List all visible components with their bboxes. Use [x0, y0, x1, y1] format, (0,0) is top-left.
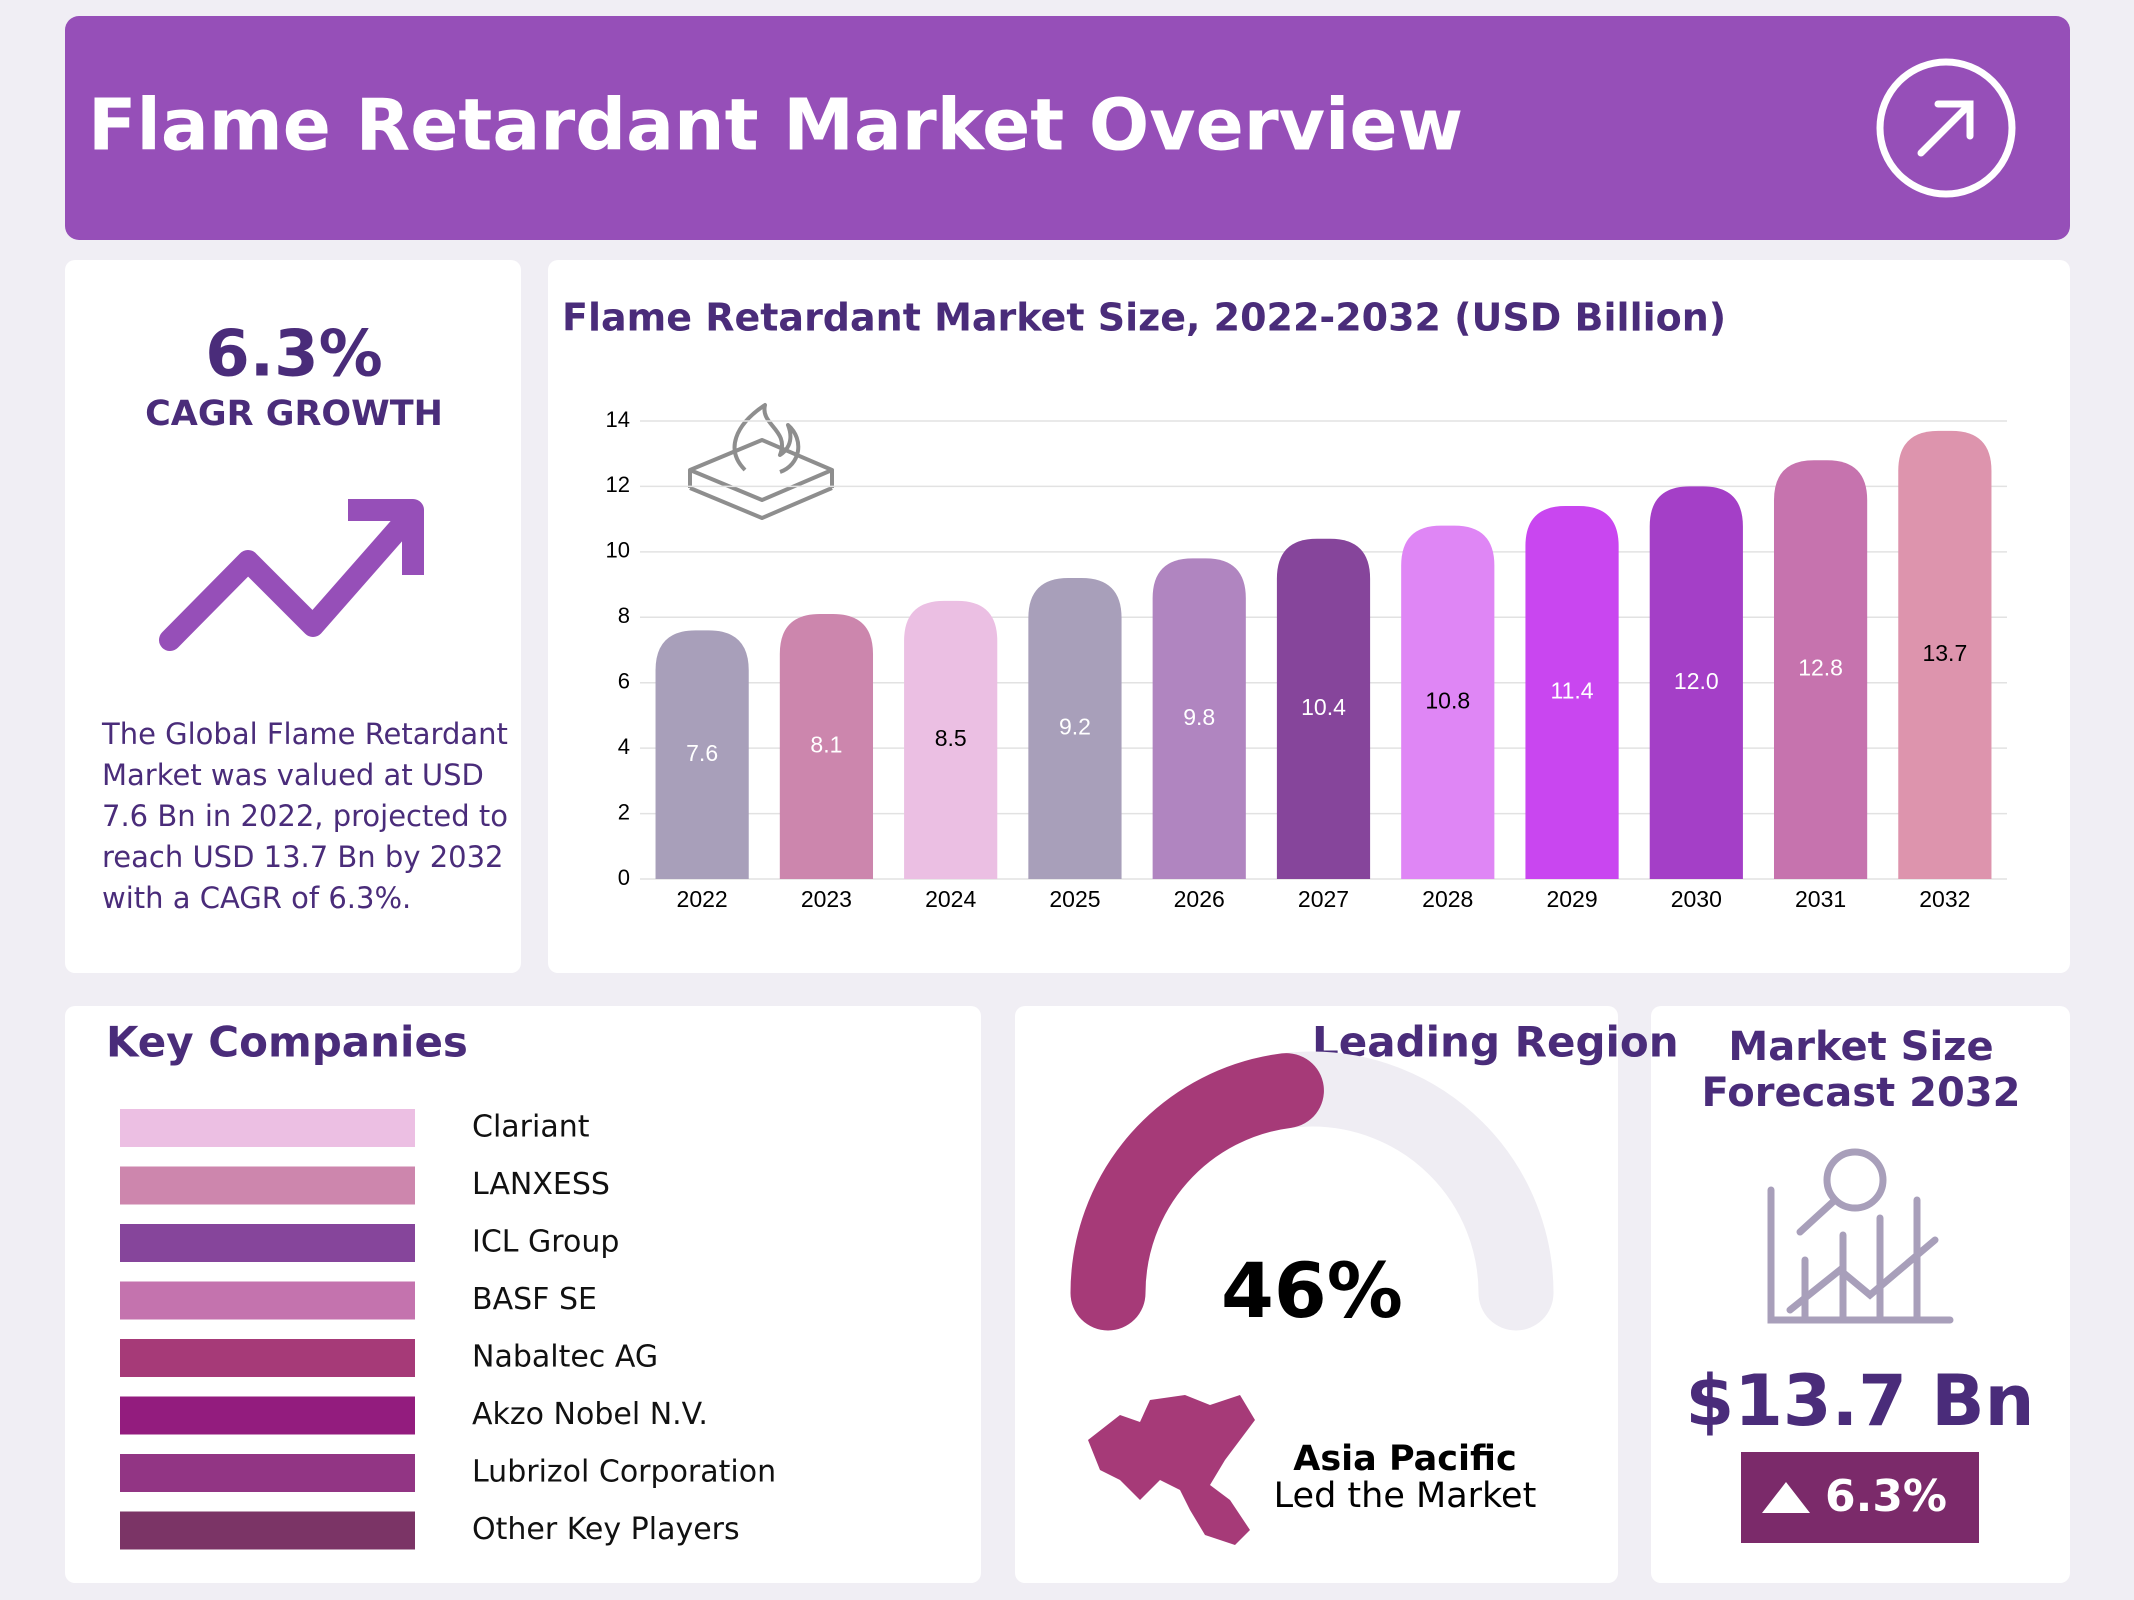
- bar: [1898, 430, 1992, 879]
- bar: [1649, 486, 1743, 879]
- value-label: 7.6: [686, 740, 718, 766]
- cagr-label: CAGR GROWTH: [145, 394, 443, 434]
- company-name: Akzo Nobel N.V.: [472, 1397, 708, 1432]
- bar: [1152, 558, 1246, 879]
- bar: [904, 600, 998, 879]
- value-label: 13.7: [1922, 640, 1967, 666]
- growth-arrow: [1762, 1482, 1810, 1513]
- bar: [1276, 538, 1371, 879]
- forecast-panel: [1651, 1006, 2070, 1583]
- company-name: ICL Group: [472, 1225, 619, 1260]
- region-title: Leading Region: [1312, 1018, 1679, 1067]
- companies-title: Key Companies: [106, 1018, 468, 1067]
- region-map: [1088, 1395, 1255, 1545]
- x-tick-label: 2022: [677, 886, 728, 912]
- x-tick-label: 2023: [801, 886, 852, 912]
- y-tick-label: 12: [606, 472, 630, 497]
- value-label: 10.8: [1425, 687, 1470, 713]
- companies-panel: [65, 1006, 981, 1583]
- company-swatch: [120, 1166, 415, 1205]
- y-tick-label: 6: [618, 669, 630, 694]
- company-swatch: [120, 1396, 415, 1435]
- company-name: Other Key Players: [472, 1512, 740, 1547]
- bar: [655, 630, 749, 879]
- forecast-title: Market Size Forecast 2032: [1701, 1024, 2021, 1116]
- y-tick-label: 8: [618, 603, 630, 628]
- growth-value: 6.3%: [1825, 1471, 1947, 1522]
- flame-icon: [688, 403, 834, 520]
- trend-icon: [159, 499, 424, 651]
- x-tick-label: 2024: [925, 886, 976, 912]
- gauge-value: [1070, 1053, 1324, 1331]
- company-swatch: [120, 1511, 415, 1550]
- header-title: Flame Retardant Market Overview: [88, 84, 1463, 167]
- company-swatch: [120, 1281, 415, 1320]
- x-tick-label: 2028: [1422, 886, 1473, 912]
- value-label: 11.4: [1551, 678, 1594, 704]
- forecast-icon: [1767, 1148, 1954, 1324]
- y-tick-label: 14: [606, 407, 630, 432]
- gauge-label: 46%: [1221, 1246, 1403, 1335]
- x-tick-label: 2029: [1546, 886, 1597, 912]
- x-tick-label: 2025: [1049, 886, 1100, 912]
- cagr-description: The Global Flame Retardant Market was va…: [102, 717, 508, 915]
- value-label: 12.0: [1674, 668, 1719, 694]
- company-name: Lubrizol Corporation: [472, 1455, 776, 1490]
- value-label: 12.8: [1798, 655, 1843, 681]
- y-tick-label: 4: [618, 734, 630, 759]
- y-tick-label: 2: [618, 799, 630, 824]
- cagr-value: 6.3%: [205, 318, 383, 392]
- bar: [779, 614, 874, 879]
- company-name: LANXESS: [472, 1167, 610, 1202]
- value-label: 8.5: [935, 725, 967, 751]
- company-swatch: [120, 1454, 415, 1492]
- company-swatch: [120, 1109, 415, 1147]
- x-tick-label: 2030: [1671, 886, 1722, 912]
- company-swatch: [120, 1224, 415, 1262]
- header-icon[interactable]: [1876, 58, 2016, 198]
- company-swatch: [120, 1339, 415, 1377]
- y-tick-label: 10: [606, 538, 630, 563]
- value-label: 9.2: [1059, 714, 1091, 740]
- chart-title: Flame Retardant Market Size, 2022-2032 (…: [562, 296, 1726, 340]
- region-name: Asia Pacific: [1293, 1439, 1516, 1479]
- forecast-value: $13.7 Bn: [1686, 1360, 2035, 1442]
- bar: [1773, 460, 1868, 879]
- value-label: 10.4: [1301, 694, 1346, 720]
- x-tick-label: 2031: [1795, 886, 1846, 912]
- bar: [1525, 506, 1619, 879]
- bar: [1028, 578, 1122, 879]
- x-tick-label: 2027: [1298, 886, 1349, 912]
- header-bar: [65, 16, 2070, 240]
- value-label: 9.8: [1183, 704, 1215, 730]
- x-tick-label: 2026: [1174, 886, 1225, 912]
- company-name: BASF SE: [472, 1282, 597, 1317]
- region-caption: Led the Market: [1274, 1476, 1537, 1516]
- company-name: Clariant: [472, 1110, 590, 1145]
- company-name: Nabaltec AG: [472, 1340, 658, 1375]
- x-tick-label: 2032: [1919, 886, 1970, 912]
- bar: [1401, 525, 1495, 879]
- value-label: 8.1: [810, 732, 842, 758]
- y-tick-label: 0: [618, 865, 630, 890]
